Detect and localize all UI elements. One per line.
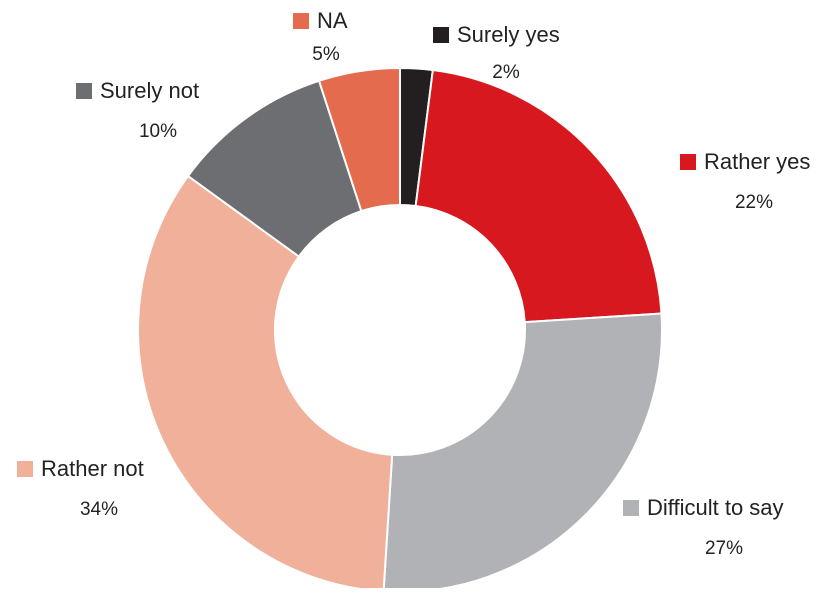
legend-swatch-surely-not (76, 83, 92, 99)
legend-swatch-na (293, 13, 309, 29)
data-label-rather-not: 34% (80, 499, 118, 520)
donut-labels: Surely yes 2% Rather yes 22% Difficult to sa… (17, 8, 810, 559)
legend-label-rather-yes: Rather yes (704, 149, 810, 174)
legend-swatch-difficult-to-say (623, 500, 639, 516)
data-label-difficult-to-say: 27% (705, 538, 743, 559)
slice-rather-not (137, 174, 394, 593)
legend-swatch-surely-yes (433, 27, 449, 43)
legend-swatch-rather-not (17, 461, 33, 477)
data-label-rather-yes: 22% (735, 192, 773, 213)
data-label-surely-yes: 2% (492, 62, 520, 83)
legend-label-surely-not: Surely not (100, 78, 199, 103)
data-label-na: 5% (312, 44, 340, 65)
donut-slices (137, 66, 663, 593)
slice-difficult-to-say (382, 312, 663, 593)
slice-rather-yes (414, 68, 663, 324)
legend-label-rather-not: Rather not (41, 456, 144, 481)
legend-label-surely-yes: Surely yes (457, 22, 560, 47)
data-label-surely-not: 10% (139, 121, 177, 142)
legend-swatch-rather-yes (680, 154, 696, 170)
slice-na (317, 66, 401, 213)
legend-label-na: NA (317, 8, 348, 33)
legend-label-difficult-to-say: Difficult to say (647, 495, 784, 520)
